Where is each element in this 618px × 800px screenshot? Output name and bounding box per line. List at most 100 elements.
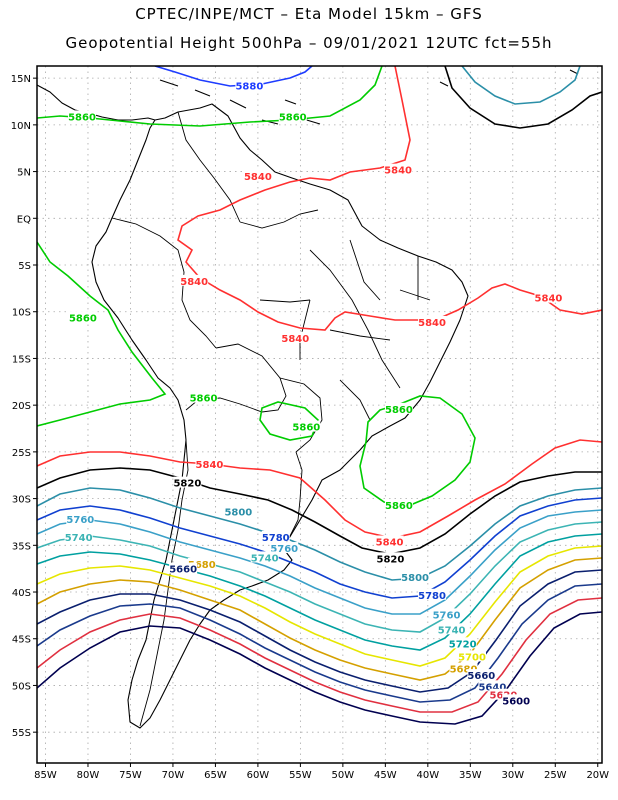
lat-tick-label: EQ [17, 214, 31, 225]
contour-label-5720: 5720 [449, 639, 477, 650]
contour-label-5860: 5860 [190, 394, 218, 405]
contour-label-5840: 5840 [196, 460, 224, 471]
contour-label-background [418, 588, 447, 600]
contour-label-background [68, 311, 97, 323]
lat-tick-label: 55S [12, 728, 31, 739]
contour-label-background [418, 315, 447, 327]
lon-tick-label: 35W [459, 770, 482, 781]
contour-label-background [250, 551, 279, 563]
contour-label-background [68, 110, 97, 122]
contour-label-5760: 5760 [270, 544, 298, 555]
contour-label-background [448, 637, 477, 649]
contour-label-background [502, 694, 531, 706]
contour-5640 [37, 583, 602, 703]
contour-label-background [243, 170, 272, 182]
contour-label-background [180, 274, 209, 286]
contour-label-5840: 5840 [384, 166, 412, 177]
contour-label-5840: 5840 [418, 318, 446, 329]
contour-5820-north [444, 66, 602, 129]
contour-label-background [384, 499, 413, 511]
contour-label-background [375, 535, 404, 547]
contour-label-5680: 5680 [188, 560, 216, 571]
lon-tick-label: 65W [204, 770, 227, 781]
contour-label-5820: 5820 [173, 479, 201, 490]
lat-tick-label: 30S [12, 495, 31, 506]
contour-label-background [401, 571, 430, 583]
lon-tick-label: 75W [119, 770, 142, 781]
contour-label-background [467, 669, 496, 681]
lat-tick-label: 15N [11, 74, 31, 85]
contour-5760 [37, 509, 602, 615]
contour-label-background [281, 331, 310, 343]
contour-label-5880: 5880 [235, 82, 263, 93]
lon-tick-label: 85W [34, 770, 57, 781]
lat-tick-label: 20S [12, 401, 31, 412]
contour-lines [37, 66, 602, 725]
lat-tick-label: 35S [12, 541, 31, 552]
border-venezuela-brazil [239, 209, 319, 229]
map-frame [36, 65, 603, 764]
contour-label-5860: 5860 [68, 112, 96, 123]
contour-label-5820: 5820 [377, 554, 405, 565]
border-colombia-peru [111, 217, 185, 273]
lat-tick-label: 45S [12, 635, 31, 646]
contour-5620 [37, 597, 602, 713]
contour-label-background [432, 608, 461, 620]
border-brazil-paraguay [279, 377, 323, 453]
contour-label-5840: 5840 [376, 538, 404, 549]
contour-label-background [376, 552, 405, 564]
lon-tick-label: 80W [77, 770, 100, 781]
contour-label-5840: 5840 [535, 294, 563, 305]
lat-tick-label: 5N [17, 168, 31, 179]
contour-label-5860: 5860 [385, 501, 413, 512]
contour-label-background [534, 291, 563, 303]
lon-tick-label: 20W [586, 770, 609, 781]
contour-5840-north [177, 66, 602, 331]
contour-label-background [489, 688, 518, 700]
lat-tick-label: 25S [12, 448, 31, 459]
contour-label-5660: 5660 [467, 671, 495, 682]
lon-tick-label: 70W [162, 770, 185, 781]
contour-label-background [278, 110, 307, 122]
contour-label-5700: 5700 [458, 652, 486, 663]
south-america-coast [91, 103, 469, 729]
border-peru-brazil [181, 271, 217, 349]
contour-label-5660: 5660 [169, 565, 197, 576]
contour-5800-north [461, 66, 581, 105]
contour-label-background [384, 402, 413, 414]
contour-label-background [64, 530, 93, 542]
lon-tick-label: 55W [289, 770, 312, 781]
contour-label-5680: 5680 [450, 665, 478, 676]
caribbean-islands [159, 79, 297, 105]
contour-5720 [37, 533, 602, 651]
contour-label-5860: 5860 [385, 405, 413, 416]
contour-label-5780: 5780 [262, 533, 290, 544]
contour-label-5740: 5740 [251, 553, 279, 564]
contour-labels: 5880 5860 5860 5840 5840 5840 5840 5840 5840 5860… [64, 79, 563, 707]
contour-label-5860: 5860 [279, 112, 307, 123]
contour-label-5800: 5800 [224, 508, 252, 519]
contour-label-5640: 5640 [478, 682, 506, 693]
contour-label-background [169, 562, 198, 574]
lon-tick-label: 60W [247, 770, 270, 781]
lat-tick-label: 5S [18, 261, 31, 272]
contour-label-background [458, 650, 487, 662]
contour-label-background [187, 557, 216, 569]
border-argentina-uruguay [287, 451, 303, 541]
contour-5820 [37, 467, 602, 555]
contour-5680 [37, 557, 602, 681]
contour-5860-south-west [37, 241, 167, 427]
lon-tick-label: 25W [544, 770, 567, 781]
contour-label-background [66, 513, 95, 525]
contour-5700 [37, 545, 602, 667]
lon-tick-label: 40W [417, 770, 440, 781]
contour-label-5840: 5840 [281, 334, 309, 345]
contour-label-background [189, 391, 218, 403]
contour-label-background [478, 680, 507, 692]
contour-5800 [37, 487, 602, 581]
lat-tick-label: 40S [12, 588, 31, 599]
lat-tick-label: 15S [12, 354, 31, 365]
map-title-line1: CPTEC/INPE/MCT – Eta Model 15km – GFS [135, 5, 483, 23]
contour-label-background [261, 530, 290, 542]
lon-tick-label: 30W [501, 770, 524, 781]
